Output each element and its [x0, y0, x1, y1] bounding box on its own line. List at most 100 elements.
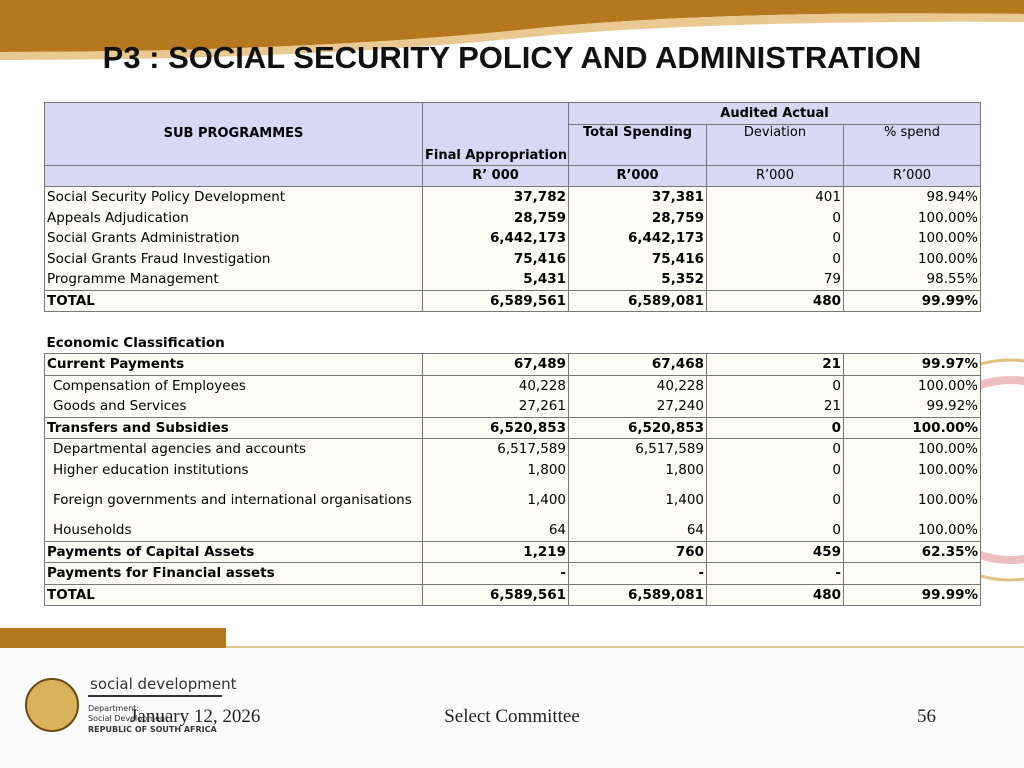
section-heading: Economic Classification [46, 334, 225, 351]
table-cell: - [568, 562, 707, 585]
page-number: 56 [917, 706, 936, 727]
table-cell: 67,489 [422, 353, 569, 376]
table-cell: 27,240 [568, 396, 707, 417]
table-cell: 28,759 [568, 207, 707, 228]
table-cell: 1,400 [568, 480, 707, 520]
table-cell: 0 [706, 459, 844, 480]
table-cell: 5,431 [422, 269, 569, 290]
table-cell: 100.00% [842, 375, 982, 396]
table-cell: 6,589,561 [422, 289, 569, 312]
table-cell: 6,589,561 [422, 583, 569, 606]
header-cell: Total Spending [568, 123, 707, 166]
table-cell: 6,589,081 [568, 583, 707, 606]
header-cell: % spend [842, 123, 982, 166]
table-cell: Goods and Services [44, 396, 423, 417]
table-cell: 0 [706, 480, 844, 520]
table-row: Departmental agencies and accounts 6,517,… [44, 438, 982, 460]
table-cell: 0 [706, 375, 844, 396]
table-cell: Compensation of Employees [44, 375, 423, 396]
table-cell: 99.92% [842, 396, 982, 417]
table-row: Social Security Policy Development 37,782… [44, 186, 982, 208]
table-cell: TOTAL [44, 289, 423, 312]
table-cell: 401 [706, 186, 844, 208]
table-cell: Foreign governments and international or… [44, 480, 423, 520]
table-cell: 40,228 [568, 375, 707, 396]
table-row: Programme Management 5,431 5,352 79 98.55% [44, 269, 982, 290]
header-cell: Audited Actual [567, 102, 982, 125]
footer-bg [0, 648, 1024, 768]
table-cell: 64 [568, 520, 707, 541]
table-row: Higher education institutions 1,800 1,800 0… [44, 459, 982, 480]
table-row: Appeals Adjudication 28,759 28,759 0 100.00% [44, 207, 982, 228]
table-cell: 1,800 [568, 459, 707, 480]
table-cell: 6,517,589 [568, 438, 707, 460]
table-cell: 0 [706, 228, 844, 249]
table-cell: 100.00% [842, 459, 982, 480]
table-cell: 1,219 [422, 540, 569, 563]
section-row: Economic Classification [45, 333, 981, 354]
table-cell: 21 [706, 396, 844, 417]
table-cell: 6,520,853 [422, 416, 569, 439]
data-table: SUB PROGRAMMES Final Appropriation Audit… [44, 102, 982, 606]
table-cell: 6,520,853 [568, 416, 707, 439]
header-cell [44, 164, 423, 187]
table-cell: 100.00% [842, 248, 982, 269]
header-cell: Deviation [706, 123, 844, 166]
top-banner [0, 0, 1024, 52]
table-row: Social Grants Administration 6,442,173 6,4… [44, 228, 982, 249]
unit-cell: R’000 [706, 164, 844, 187]
table-cell: 100.00% [842, 416, 982, 439]
table-row: Payments for Financial assets - - - [44, 562, 982, 585]
table-cell: 37,782 [422, 186, 569, 208]
unit-cell: R’000 [842, 164, 982, 187]
table-cell [842, 562, 982, 585]
logo-name: social development [90, 675, 237, 693]
table-cell: 1,800 [422, 459, 569, 480]
table-cell: 100.00% [842, 520, 982, 541]
table-cell: 37,381 [568, 186, 707, 208]
logo-line: Social Development [88, 714, 168, 723]
header-cell: SUB PROGRAMMES [44, 102, 423, 166]
table-cell: Social Grants Administration [44, 228, 423, 249]
table-cell: 98.55% [842, 269, 982, 290]
table-cell: 100.00% [842, 480, 982, 520]
table-body: Social Security Policy Development 37,782… [44, 186, 982, 606]
table-cell: Appeals Adjudication [44, 207, 423, 228]
table-row: TOTAL 6,589,561 6,589,081 480 99.99% [44, 289, 982, 312]
table-cell: 100.00% [842, 207, 982, 228]
table-row: Current Payments 67,489 67,468 21 99.97% [44, 353, 982, 376]
table-cell: 28,759 [422, 207, 569, 228]
table-cell: Payments for Financial assets [44, 562, 423, 585]
table-cell: Social Grants Fraud Investigation [44, 248, 423, 269]
table-cell: 760 [568, 540, 707, 563]
table-cell: 0 [706, 248, 844, 269]
coat-of-arms [25, 678, 79, 732]
table-cell: 67,468 [568, 353, 707, 376]
table-cell: 75,416 [568, 248, 707, 269]
table-cell: 6,517,589 [422, 438, 569, 460]
table-cell: Transfers and Subsidies [44, 416, 423, 439]
title: P3 : SOCIAL SECURITY POLICY AND ADMINIST… [102, 40, 922, 75]
top-banner-light [0, 13, 1024, 60]
table-cell: 0 [706, 438, 844, 460]
footer-line [226, 646, 1024, 648]
footer-center: Select Committee [444, 706, 580, 727]
table-cell: 1,400 [422, 480, 569, 520]
unit-cell: R’ 000 [422, 164, 569, 187]
header-cell: Final Appropriation [422, 102, 569, 166]
table-cell: 100.00% [842, 228, 982, 249]
table-cell: 62.35% [842, 540, 982, 563]
table-cell: TOTAL [44, 583, 423, 606]
table-cell: 99.99% [842, 583, 982, 606]
table-row: Transfers and Subsidies 6,520,853 6,520,85… [44, 416, 982, 439]
footer-bar [0, 628, 226, 648]
table-row: TOTAL 6,589,561 6,589,081 480 99.99% [44, 583, 982, 606]
table-cell: - [706, 562, 844, 585]
table-cell: 64 [422, 520, 569, 541]
table-cell: 21 [706, 353, 844, 376]
logo-line: Department: [88, 704, 139, 713]
table-row: Compensation of Employees 40,228 40,228 0 10… [44, 375, 982, 396]
table-cell: 100.00% [842, 438, 982, 460]
table-cell: 5,352 [568, 269, 707, 290]
table-cell: 0 [706, 416, 844, 439]
